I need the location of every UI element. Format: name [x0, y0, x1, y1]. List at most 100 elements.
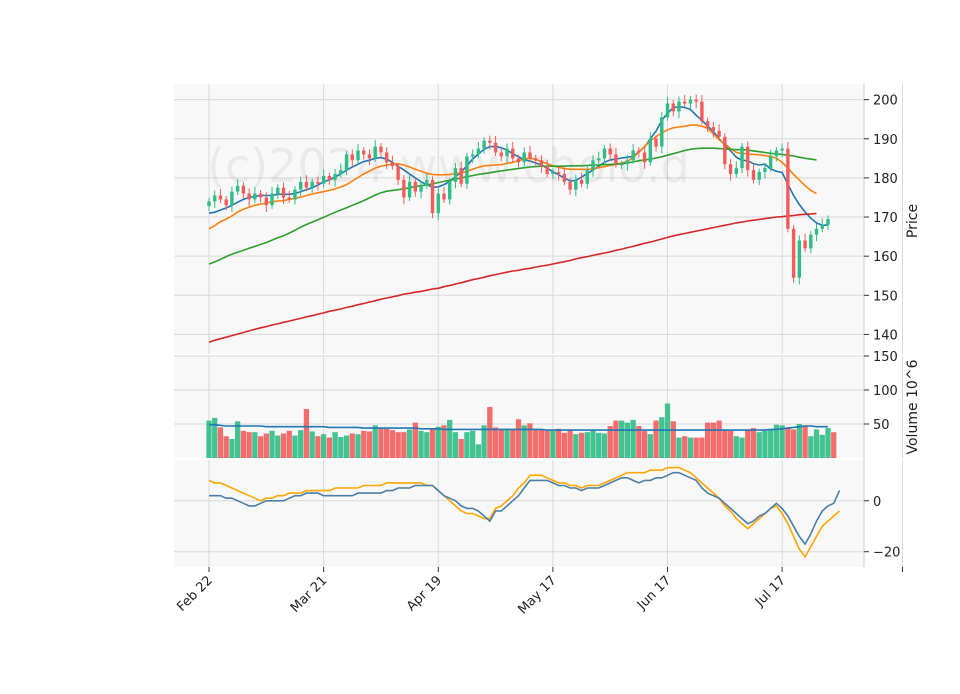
x-tick-label: Apr 19: [404, 573, 445, 614]
panel-background-2: [174, 460, 864, 567]
volume-bar: [510, 429, 516, 458]
candle-body: [235, 185, 240, 192]
y-tick-label: 160: [873, 250, 898, 265]
volume-bar: [412, 422, 418, 458]
candle-body: [362, 150, 366, 155]
candle-body: [717, 130, 721, 137]
candle-body: [694, 99, 698, 102]
candle-body: [585, 170, 589, 184]
candle-body: [511, 148, 515, 159]
volume-bar: [240, 430, 247, 458]
candle-body: [614, 154, 618, 165]
volume-bar: [263, 433, 269, 458]
volume-bar: [521, 425, 527, 458]
y-tick-label: 180: [873, 172, 898, 187]
candle-body: [218, 195, 223, 200]
price-axis-title: Price: [905, 204, 921, 238]
candle-body: [791, 228, 796, 278]
candle-body: [757, 172, 761, 180]
candle-body: [631, 150, 635, 161]
candle-body: [258, 193, 263, 198]
candle-body: [253, 193, 257, 200]
candle-body: [270, 193, 274, 206]
candle-body: [413, 181, 418, 192]
y-tick-label: 100: [873, 384, 898, 399]
volume-bar: [636, 426, 642, 458]
volume-bar: [733, 436, 739, 458]
indicator-line-0: [208, 466, 841, 559]
candle-body: [826, 219, 830, 225]
candle-body: [734, 168, 738, 174]
candle-body: [677, 101, 681, 112]
volume-bar: [487, 407, 493, 458]
candle-body: [746, 146, 750, 171]
candle-body: [316, 181, 320, 184]
volume-bar: [555, 428, 562, 458]
price-ma-line-1: [208, 124, 817, 230]
volume-bar: [619, 420, 625, 458]
candle-body: [442, 193, 446, 200]
volume-bar: [315, 436, 321, 458]
candle-body: [803, 240, 807, 249]
volume-bar: [338, 436, 344, 458]
candle-body: [625, 160, 630, 165]
candle-body: [528, 152, 532, 159]
candle-body: [516, 158, 521, 163]
volume-bar: [722, 429, 728, 458]
candle-body: [619, 164, 624, 166]
x-tick-label: Mar 21: [288, 573, 331, 616]
volume-bar: [303, 409, 310, 458]
candle-body: [230, 191, 234, 206]
volume-bar: [464, 432, 470, 458]
volume-bar: [275, 435, 281, 458]
y-tick-label: 200: [873, 94, 898, 109]
candle-body: [608, 148, 612, 155]
volume-bar: [504, 428, 510, 458]
y-tick-label: 150: [873, 289, 898, 304]
volume-bar: [659, 417, 665, 458]
candle-body: [539, 160, 544, 167]
volume-bar: [424, 432, 430, 458]
volume-bar: [630, 419, 636, 458]
volume-bar: [320, 434, 327, 458]
volume-bar: [217, 427, 224, 458]
volume-bar: [676, 437, 682, 458]
volume-bar: [544, 430, 550, 458]
candle-body: [465, 156, 469, 184]
volume-bar: [779, 425, 785, 458]
candle-body: [299, 181, 303, 190]
candle-body: [522, 152, 526, 163]
candlesticks: [207, 94, 830, 285]
volume-bar: [533, 429, 539, 458]
candle-body: [247, 193, 251, 200]
volume-bar: [429, 428, 436, 458]
candle-body: [499, 152, 504, 157]
volume-bar: [286, 430, 292, 458]
candle-body: [505, 148, 509, 157]
volume-bar: [624, 422, 631, 458]
candle-body: [241, 185, 246, 194]
volume-bar: [527, 423, 533, 458]
volume-bar: [607, 426, 613, 458]
panel-background-0: [174, 84, 864, 354]
candle-body: [556, 172, 561, 174]
volume-bar: [401, 432, 407, 458]
volume-bar: [705, 422, 711, 458]
volume-moving-average: [209, 423, 828, 431]
volume-bar: [332, 432, 338, 458]
price-ma-line-2: [208, 147, 817, 265]
candle-body: [786, 148, 790, 229]
volume-bar: [584, 432, 590, 458]
candle-body: [293, 189, 297, 200]
volume-bar: [269, 430, 275, 458]
candle-body: [751, 170, 756, 180]
candle-body: [287, 197, 291, 200]
candle-body: [671, 103, 675, 112]
volume-bar: [418, 430, 424, 458]
volume-bar: [596, 432, 602, 458]
candle-body: [768, 156, 773, 169]
volume-bar: [641, 430, 648, 458]
volume-bar: [223, 436, 229, 458]
volume-bar: [372, 425, 378, 458]
volume-bar: [561, 432, 567, 458]
